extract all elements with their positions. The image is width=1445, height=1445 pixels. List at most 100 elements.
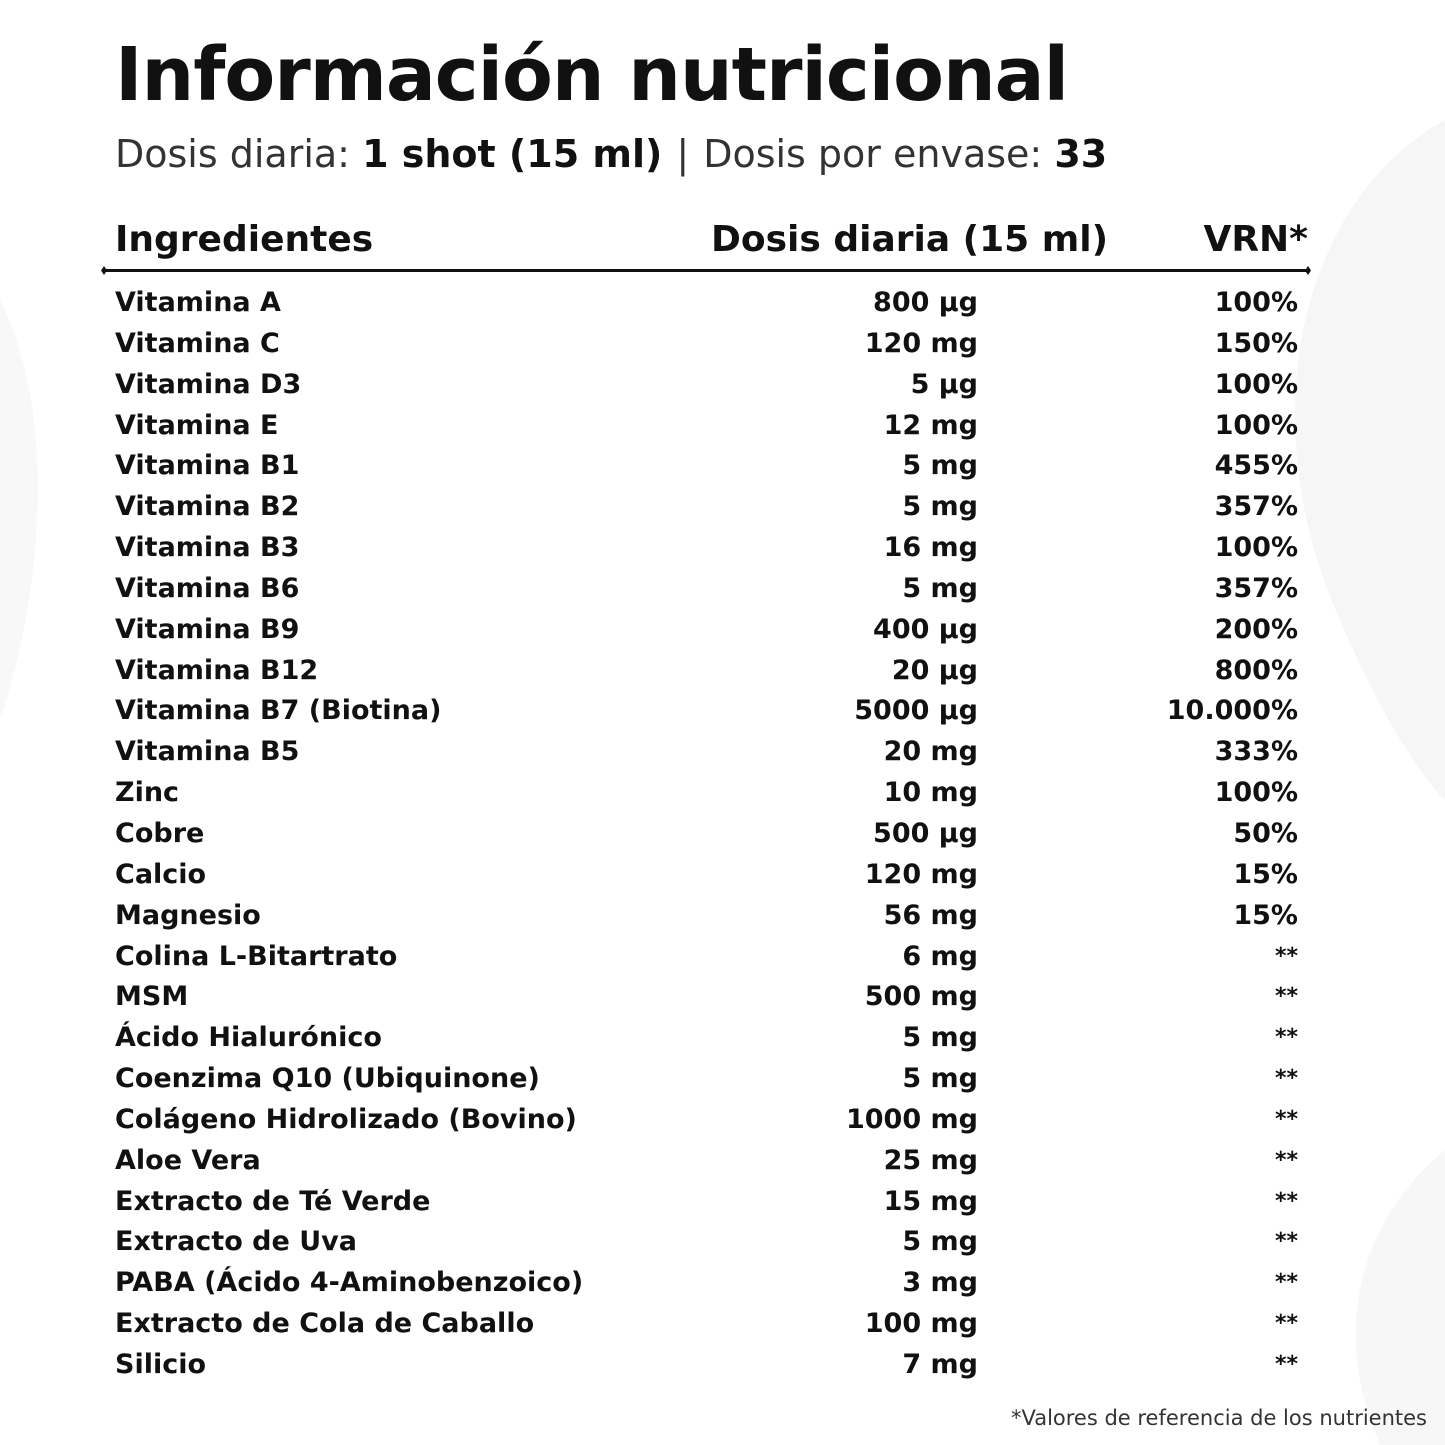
table-row: Vitamina B9 400 µg 200%: [0, 610, 1445, 651]
ingredient-dose: 120 mg: [864, 327, 978, 359]
table-row: Vitamina D3 5 µg 100%: [0, 365, 1445, 406]
ingredient-vrn: 50%: [1233, 817, 1298, 849]
table-row: Aloe Vera 25 mg **: [0, 1141, 1445, 1182]
ingredient-vrn: 100%: [1214, 409, 1298, 441]
doses-per-pack-label: Dosis por envase:: [703, 132, 1055, 176]
daily-dose-value: 1 shot (15 ml): [362, 132, 663, 176]
ingredient-dose: 10 mg: [883, 777, 978, 809]
ingredient-name: MSM: [115, 981, 189, 1013]
header-vrn: VRN*: [1203, 219, 1308, 260]
ingredient-dose: 800 µg: [873, 287, 978, 318]
table-row: PABA (Ácido 4-Aminobenzoico) 3 mg **: [0, 1263, 1445, 1304]
ingredient-name: Vitamina B5: [115, 736, 300, 768]
table-row: Extracto de Té Verde 15 mg **: [0, 1182, 1445, 1223]
ingredient-name: PABA (Ácido 4-Aminobenzoico): [115, 1267, 584, 1299]
table-row: Vitamina E 12 mg 100%: [0, 406, 1445, 447]
ingredient-name: Silicio: [115, 1348, 207, 1380]
table-row: Vitamina C 120 mg 150%: [0, 324, 1445, 365]
ingredient-dose: 15 mg: [883, 1185, 978, 1217]
dose-summary: Dosis diaria: 1 shot (15 ml) | Dosis por e…: [115, 135, 1107, 173]
ingredient-vrn: 200%: [1214, 613, 1298, 645]
ingredient-name: Vitamina B7 (Biotina): [115, 695, 442, 727]
doses-per-pack-value: 33: [1054, 132, 1108, 176]
table-row: Ácido Hialurónico 5 mg **: [0, 1018, 1445, 1059]
table-row: Vitamina B3 16 mg 100%: [0, 528, 1445, 569]
ingredient-dose: 5 mg: [902, 450, 978, 482]
ingredient-vrn: 100%: [1214, 532, 1298, 564]
table-row: Colágeno Hidrolizado (Bovino) 1000 mg **: [0, 1100, 1445, 1141]
ingredient-name: Vitamina B12: [115, 654, 319, 686]
ingredient-name: Colina L-Bitartrato: [115, 940, 398, 972]
ingredient-vrn: **: [1274, 1270, 1298, 1296]
ingredient-dose: 12 mg: [883, 409, 978, 441]
ingredient-dose: 3 mg: [902, 1267, 978, 1299]
ingredient-name: Vitamina A: [115, 287, 281, 318]
ingredient-name: Vitamina E: [115, 409, 279, 441]
ingredient-name: Extracto de Uva: [115, 1226, 357, 1258]
ingredient-dose: 5 mg: [902, 572, 978, 604]
table-row: Cobre 500 µg 50%: [0, 814, 1445, 855]
ingredient-name: Vitamina C: [115, 327, 280, 359]
table-row: Vitamina B2 5 mg 357%: [0, 487, 1445, 528]
ingredient-name: Ácido Hialurónico: [115, 1022, 382, 1054]
ingredient-vrn: 100%: [1214, 368, 1298, 400]
ingredient-dose: 56 mg: [883, 899, 978, 931]
table-row: Vitamina B1 5 mg 455%: [0, 446, 1445, 487]
table-row: Vitamina B7 (Biotina) 5000 µg 10.000%: [0, 691, 1445, 732]
ingredient-dose: 25 mg: [883, 1144, 978, 1176]
header-daily-dose: Dosis diaria (15 ml): [711, 219, 1109, 260]
ingredient-vrn: 150%: [1214, 327, 1298, 359]
ingredient-vrn: **: [1274, 1147, 1298, 1173]
ingredient-dose: 16 mg: [883, 532, 978, 564]
ingredient-vrn: **: [1274, 1188, 1298, 1214]
header-ingredients: Ingredientes: [115, 219, 374, 260]
ingredient-vrn: **: [1274, 1066, 1298, 1092]
ingredient-dose: 120 mg: [864, 858, 978, 890]
ingredient-dose: 5 µg: [910, 368, 978, 400]
ingredient-dose: 400 µg: [873, 613, 978, 645]
header-divider: [104, 269, 1308, 272]
table-row: MSM 500 mg **: [0, 977, 1445, 1018]
ingredient-vrn: **: [1274, 1311, 1298, 1337]
daily-dose-label: Dosis diaria:: [115, 132, 363, 176]
table-row: Magnesio 56 mg 15%: [0, 896, 1445, 937]
ingredient-dose: 5 mg: [902, 1226, 978, 1258]
ingredient-name: Vitamina B2: [115, 491, 300, 523]
ingredient-vrn: 357%: [1214, 572, 1298, 604]
ingredient-name: Zinc: [115, 777, 180, 809]
ingredient-vrn: **: [1274, 1106, 1298, 1132]
ingredient-vrn: **: [1274, 943, 1298, 969]
ingredient-vrn: 333%: [1214, 736, 1298, 768]
ingredient-dose: 7 mg: [902, 1348, 978, 1380]
ingredient-dose: 500 µg: [873, 817, 978, 849]
ingredient-vrn: 455%: [1214, 450, 1298, 482]
table-row: Vitamina A 800 µg 100%: [0, 283, 1445, 324]
ingredient-name: Vitamina B3: [115, 532, 300, 564]
ingredient-vrn: **: [1274, 1229, 1298, 1255]
ingredient-dose: 500 mg: [864, 981, 978, 1013]
ingredient-vrn: 100%: [1214, 287, 1298, 318]
ingredient-vrn: 357%: [1214, 491, 1298, 523]
ingredient-vrn: **: [1274, 984, 1298, 1010]
ingredient-vrn: **: [1274, 1351, 1298, 1377]
ingredient-vrn: 800%: [1214, 654, 1298, 686]
summary-separator: |: [676, 132, 690, 176]
ingredient-dose: 5 mg: [902, 1063, 978, 1095]
ingredient-vrn: 15%: [1233, 899, 1298, 931]
ingredient-name: Vitamina B1: [115, 450, 300, 482]
ingredient-name: Vitamina D3: [115, 368, 302, 400]
table-row: Colina L-Bitartrato 6 mg **: [0, 937, 1445, 978]
nutrition-table-body: Vitamina A 800 µg 100% Vitamina C 120 mg 150%…: [0, 283, 1445, 1386]
table-row: Vitamina B5 20 mg 333%: [0, 732, 1445, 773]
ingredient-name: Extracto de Té Verde: [115, 1185, 431, 1217]
table-row: Zinc 10 mg 100%: [0, 773, 1445, 814]
ingredient-name: Aloe Vera: [115, 1144, 261, 1176]
page-title: Información nutricional: [115, 32, 1069, 118]
table-row: Calcio 120 mg 15%: [0, 855, 1445, 896]
ingredient-vrn: 100%: [1214, 777, 1298, 809]
vrn-footnote: *Valores de referencia de los nutrientes: [1010, 1406, 1427, 1430]
table-row: Coenzima Q10 (Ubiquinone) 5 mg **: [0, 1059, 1445, 1100]
table-row: Vitamina B12 20 µg 800%: [0, 651, 1445, 692]
ingredient-name: Coenzima Q10 (Ubiquinone): [115, 1063, 540, 1095]
ingredient-dose: 20 mg: [883, 736, 978, 768]
